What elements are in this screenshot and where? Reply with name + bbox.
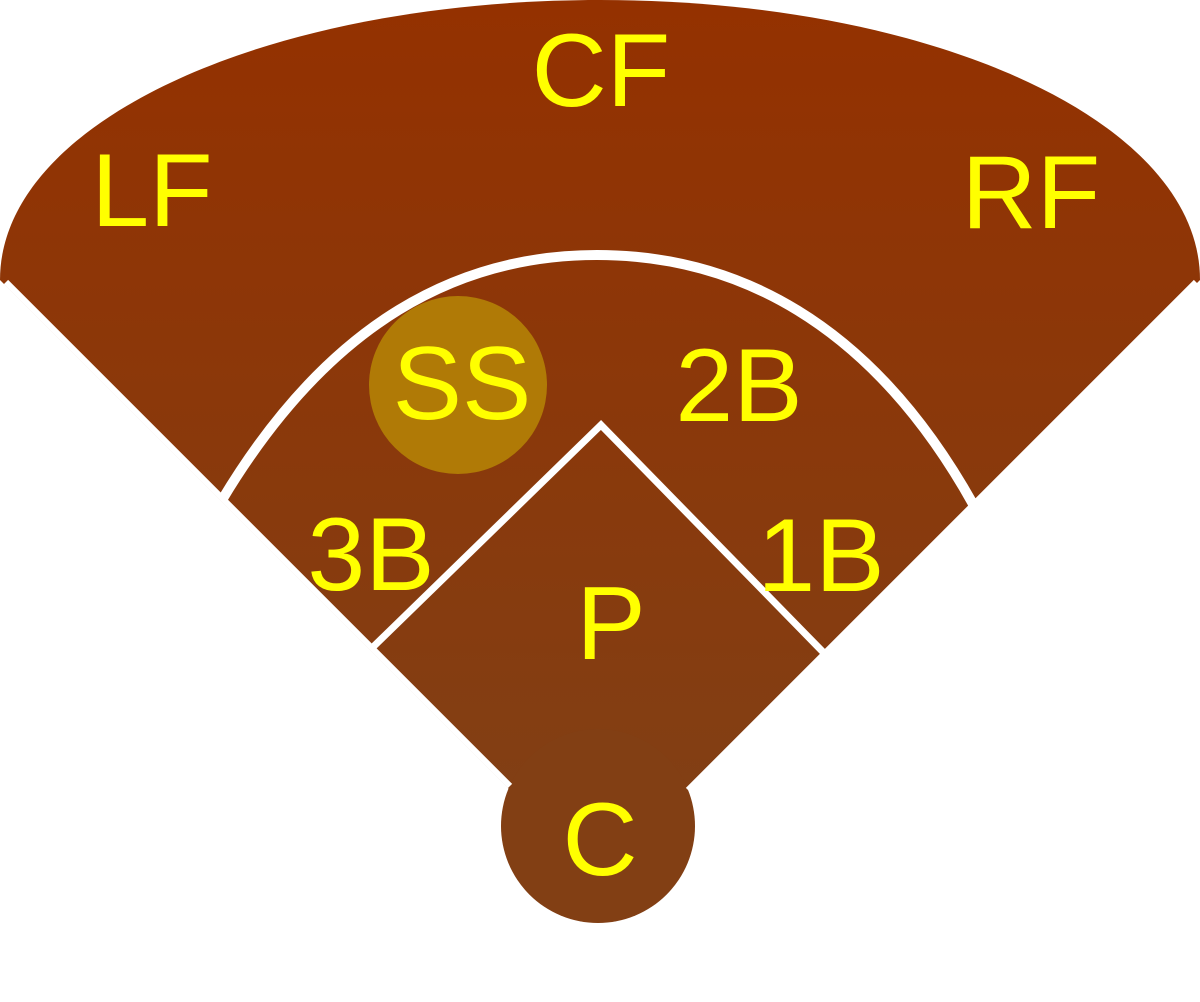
label-rf: RF bbox=[962, 135, 1101, 251]
catcher-circle bbox=[501, 729, 695, 923]
field-shape bbox=[0, 0, 1200, 790]
label-lf: LF bbox=[91, 133, 212, 249]
infield-arc bbox=[217, 249, 978, 507]
label-cf: CF bbox=[532, 13, 671, 129]
label-3b: 3B bbox=[307, 497, 434, 613]
label-p: P bbox=[576, 566, 645, 682]
label-2b: 2B bbox=[675, 328, 802, 444]
infield-diamond bbox=[369, 420, 826, 655]
ss-highlight-circle bbox=[369, 296, 547, 474]
label-c: C bbox=[562, 782, 637, 898]
label-ss: SS bbox=[393, 326, 532, 442]
label-1b: 1B bbox=[757, 498, 884, 614]
foul-line-left bbox=[3, 279, 513, 789]
foul-line-right bbox=[685, 279, 1199, 793]
